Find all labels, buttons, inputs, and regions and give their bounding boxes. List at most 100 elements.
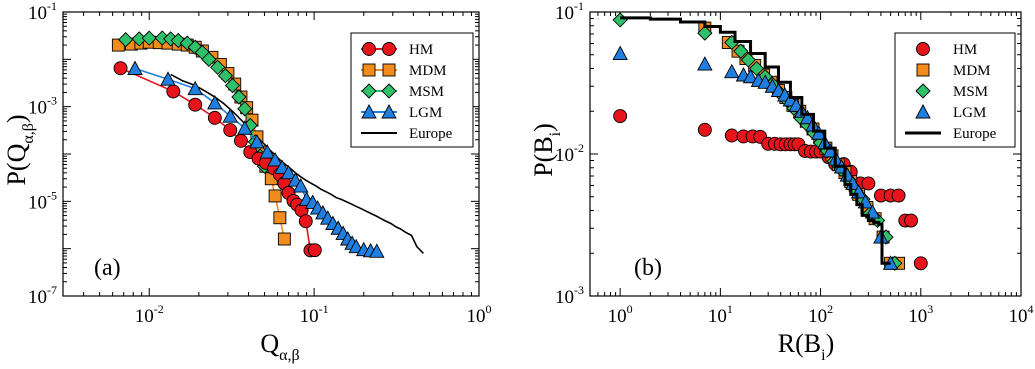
data-point-lgm <box>274 159 290 174</box>
legend-item-msm: MSM <box>915 83 988 100</box>
data-point-msm <box>141 30 157 46</box>
data-point-hm <box>861 176 876 191</box>
panel-label: (b) <box>634 255 662 281</box>
legend-label: MDM <box>953 63 991 79</box>
series-europe <box>620 16 891 265</box>
x-tick-label: 10-2 <box>135 302 164 327</box>
legend-marker <box>916 42 930 56</box>
data-point-lgm <box>612 45 628 60</box>
series-line-europe <box>170 73 424 254</box>
data-point-hm <box>697 122 712 137</box>
data-point-mdm <box>277 232 291 246</box>
y-tick-label: 10-7 <box>28 283 57 308</box>
data-point-hm <box>233 133 248 148</box>
data-point-hm <box>307 243 322 258</box>
legend: HM MDM MSM LGM Europe <box>894 32 1016 148</box>
legend-box <box>894 32 1016 148</box>
legend-label: MDM <box>409 63 447 79</box>
x-tick-label: 104 <box>1009 302 1034 327</box>
data-point-lgm <box>237 120 253 135</box>
data-point-lgm <box>267 151 283 167</box>
series-lgm <box>612 45 899 270</box>
data-point-lgm <box>280 164 297 180</box>
legend-item-hm: HM <box>916 42 977 58</box>
y-axis-label: P(Qα,β) <box>2 114 37 185</box>
y-axis-label: P(Bi) <box>529 123 564 177</box>
legend-marker <box>362 42 376 56</box>
data-point-lgm <box>160 71 176 86</box>
y-tick-label: 10-5 <box>28 188 57 213</box>
data-point-hm <box>613 109 628 124</box>
legend-marker <box>915 83 931 99</box>
series-lgm <box>127 60 385 258</box>
legend-item-europe: Europe <box>361 126 453 142</box>
series-group <box>612 12 928 271</box>
legend-item-europe: Europe <box>905 126 997 142</box>
x-axis-label: Qα,β <box>260 329 299 364</box>
legend-label: Europe <box>953 126 997 142</box>
data-point-lgm <box>757 74 773 89</box>
legend-marker <box>381 104 397 119</box>
data-point-hm <box>913 256 928 271</box>
legend-item-msm: MSM <box>361 83 444 100</box>
legend-marker <box>361 83 377 99</box>
data-point-mdm <box>268 189 282 203</box>
data-point-msm <box>231 89 247 105</box>
x-tick-label: 102 <box>808 302 833 327</box>
x-tick-label: 103 <box>908 302 933 327</box>
panel-a: 10-2 10-1 100 10-1 10-3 10-5 10-7 Qα,β P(Qα,β) (a… <box>2 0 492 364</box>
data-point-hm <box>298 214 313 229</box>
data-point-msm <box>224 77 241 94</box>
data-point-lgm <box>259 144 276 159</box>
data-point-lgm <box>207 94 223 110</box>
data-point-lgm <box>187 80 203 96</box>
legend-item-mdm: MDM <box>916 63 991 79</box>
legend-marker <box>382 42 396 56</box>
data-point-msm <box>697 25 713 41</box>
legend-item-mdm: MDM <box>361 63 447 79</box>
data-point-lgm <box>811 125 827 140</box>
legend-label: HM <box>953 42 977 58</box>
legend-item-lgm: LGM <box>915 104 986 121</box>
data-point-msm <box>748 60 765 77</box>
legend-marker <box>915 104 931 119</box>
x-tick-label: 10-1 <box>300 302 329 327</box>
data-point-msm <box>740 52 756 68</box>
legend: HM MDM MSM LGM Europe <box>350 32 474 148</box>
data-point-mdm <box>273 211 287 225</box>
series-mdm <box>111 35 291 246</box>
data-point-lgm <box>127 60 143 75</box>
x-axis-label: R(Bi) <box>778 329 834 364</box>
legend-marker <box>362 63 376 77</box>
data-point-lgm <box>222 108 238 123</box>
series-hm <box>113 61 322 258</box>
y-tick-label: 10-1 <box>555 0 584 24</box>
legend-item-lgm: LGM <box>361 104 442 121</box>
panel-label: (a) <box>94 255 121 281</box>
data-point-hm <box>188 97 203 112</box>
panel-b: 100 101 102 103 104 10-1 10-2 10-3 R(Bi) P(Bi) (b)… <box>529 0 1034 364</box>
data-point-msm <box>118 32 134 48</box>
axis-ticks <box>62 11 480 297</box>
data-point-lgm <box>724 63 740 79</box>
y-tick-label: 10-3 <box>28 94 57 119</box>
data-point-msm <box>237 101 253 117</box>
legend-label: MSM <box>409 84 444 100</box>
legend-item-hm: HM <box>361 42 433 58</box>
data-point-hm <box>113 61 128 76</box>
data-point-lgm <box>249 133 265 149</box>
series-line-europe <box>620 16 891 265</box>
data-point-msm <box>201 51 217 67</box>
x-tick-label: 101 <box>708 302 733 327</box>
y-tick-label: 10-3 <box>555 283 584 308</box>
data-point-hm <box>724 128 739 143</box>
legend-marker <box>381 83 397 99</box>
data-point-lgm <box>369 243 385 258</box>
legend-label: MSM <box>953 84 988 100</box>
data-point-lgm <box>799 109 816 125</box>
data-point-lgm <box>293 178 309 193</box>
data-point-msm <box>217 68 234 84</box>
data-point-msm <box>210 59 226 75</box>
data-point-hm <box>904 213 919 228</box>
